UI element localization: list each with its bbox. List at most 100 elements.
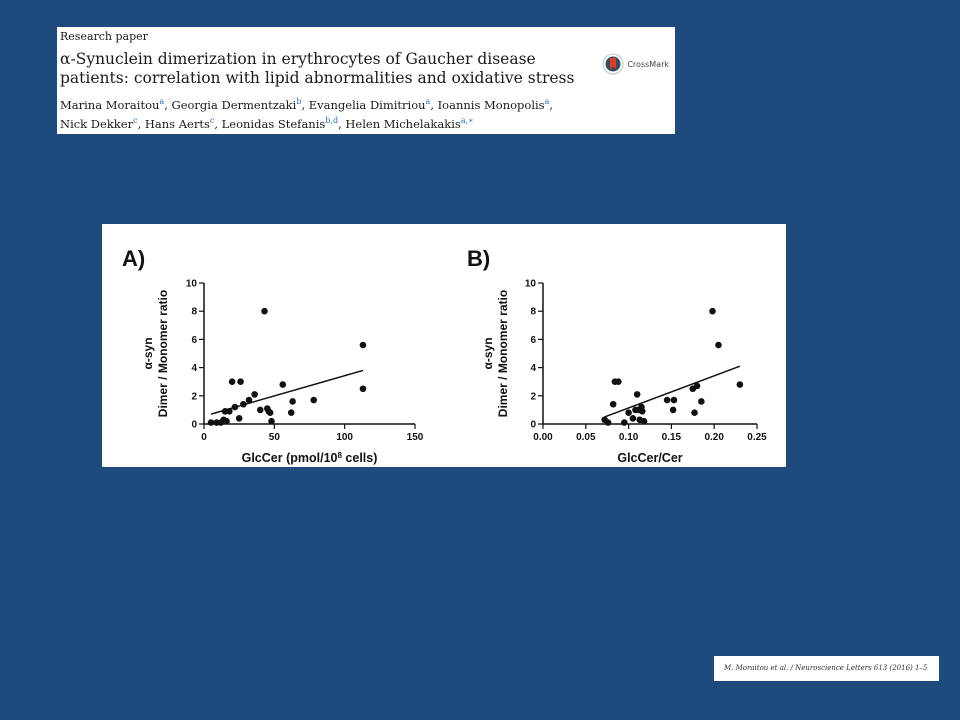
authors-line-2: Nick Dekkerc, Hans Aertsc, Leonidas Stef… [60, 113, 600, 132]
panel-label: A) [122, 246, 145, 271]
author-name[interactable]: Hans Aerts [144, 116, 210, 131]
y-tick-label: 8 [191, 307, 197, 318]
author-name[interactable]: Leonidas Stefanis [221, 116, 326, 131]
data-point [663, 396, 671, 404]
author-affiliation[interactable]: a [544, 97, 550, 106]
y-tick-label: 2 [191, 391, 197, 402]
crossmark-badge[interactable]: CrossMark [602, 53, 669, 75]
regression-line [604, 365, 741, 418]
data-point [279, 381, 287, 388]
data-point [709, 307, 716, 315]
author-affiliation[interactable]: c [133, 115, 138, 125]
data-point [231, 403, 239, 411]
data-point [670, 396, 678, 404]
y-tick-label: 10 [525, 279, 537, 290]
y-tick-label: 0 [530, 420, 536, 431]
data-point [691, 409, 698, 417]
data-point [251, 391, 258, 398]
data-point [640, 417, 648, 425]
data-point [736, 381, 744, 388]
y-tick-label: 4 [191, 363, 197, 374]
data-point [228, 378, 236, 385]
y-tick-label: 8 [530, 307, 536, 318]
author-separator: , [214, 116, 222, 131]
author-separator: , [137, 116, 145, 131]
data-point [625, 409, 632, 417]
data-point [237, 378, 244, 385]
paper-title: α-Synuclein dimerization in erythrocytes… [60, 50, 575, 87]
paper-kind: Research paper [60, 30, 148, 43]
crossmark-label: CrossMark [627, 59, 669, 69]
x-tick-label: 150 [407, 432, 424, 443]
data-point [310, 396, 318, 404]
data-point [261, 307, 268, 315]
data-point [245, 396, 253, 404]
figure-panel: A) 0 2 4 6 8 10 0 50 100 150 GlcCer (pmol/108 cells… [102, 224, 786, 467]
author-separator: , [164, 97, 172, 112]
author-affiliation[interactable]: c [209, 115, 215, 125]
data-point [629, 415, 637, 422]
y-axis-label-line1: α-syn [141, 337, 155, 369]
author-name[interactable]: Marina Moraitou [60, 97, 160, 112]
x-tick-label: 50 [269, 432, 281, 443]
chart-b: B) 0 2 4 6 8 10 0.00 0.05 0.10 0.15 0.20 0.25 GlcCer/… [467, 246, 767, 465]
data-point [289, 398, 296, 405]
paper-header: Research paper α-Synuclein dimerization … [57, 27, 675, 134]
x-tick-label: 0.20 [704, 432, 724, 443]
data-point [359, 385, 367, 393]
x-tick-label: 0.10 [619, 432, 639, 443]
authors-line-1: Marina Moraitoua, Georgia Dermentzakib, … [60, 94, 600, 113]
data-point [240, 400, 247, 408]
author-name[interactable]: Helen Michelakakis [345, 116, 461, 131]
author-affiliation[interactable]: a [159, 97, 165, 106]
x-tick-label: 0 [201, 432, 207, 443]
x-tick-label: 0.05 [576, 432, 596, 443]
data-point [256, 406, 264, 414]
author-affiliation[interactable]: a [425, 97, 431, 106]
citation: M. Moraitou et al. / Neuroscience Letter… [714, 656, 939, 681]
data-point [609, 400, 617, 408]
author-name[interactable]: Nick Dekker [60, 116, 134, 131]
panel-label: B) [467, 246, 490, 271]
author-name[interactable]: Ioannis Monopolis [437, 97, 545, 112]
y-tick-label: 0 [191, 420, 197, 431]
data-point [266, 409, 274, 417]
author-affiliation[interactable]: a,∗ [460, 115, 474, 125]
y-tick-label: 2 [530, 391, 536, 402]
author-separator: , [549, 97, 554, 112]
y-axis-label-line2: Dimer / Monomer ratio [496, 290, 510, 417]
data-point [621, 419, 628, 426]
x-tick-label: 0.25 [747, 432, 767, 443]
data-point [715, 341, 722, 349]
x-axis-label: GlcCer (pmol/108 cells) [242, 451, 378, 466]
data-point [287, 409, 295, 417]
x-tick-label: 0.00 [533, 432, 553, 443]
paper-authors: Marina Moraitoua, Georgia Dermentzakib, … [60, 94, 600, 132]
data-point [207, 419, 215, 426]
author-name[interactable]: Georgia Dermentzaki [171, 97, 297, 112]
data-point [638, 408, 646, 415]
author-name[interactable]: Evangelia Dimitriou [308, 97, 426, 112]
data-point [633, 391, 641, 398]
x-axis-label: GlcCer/Cer [617, 451, 682, 465]
author-separator: , [338, 116, 346, 131]
data-point [268, 417, 275, 425]
author-affiliation[interactable]: b [296, 97, 302, 106]
y-tick-label: 6 [191, 335, 197, 346]
author-affiliation[interactable]: b,d [325, 115, 339, 125]
data-point [226, 408, 233, 415]
y-axis-label-line2: Dimer / Monomer ratio [156, 290, 170, 417]
y-axis-label-line1: α-syn [481, 337, 495, 369]
data-point [235, 415, 243, 422]
x-axis-label-end: cells) [342, 451, 377, 465]
data-point [693, 382, 701, 390]
data-point [669, 406, 677, 414]
author-separator: , [301, 97, 309, 112]
data-point [359, 341, 367, 349]
x-tick-label: 100 [336, 432, 353, 443]
data-point [698, 398, 705, 405]
x-axis-label-sup: 8 [337, 451, 342, 460]
data-point [615, 378, 622, 385]
crossmark-icon [602, 53, 625, 75]
